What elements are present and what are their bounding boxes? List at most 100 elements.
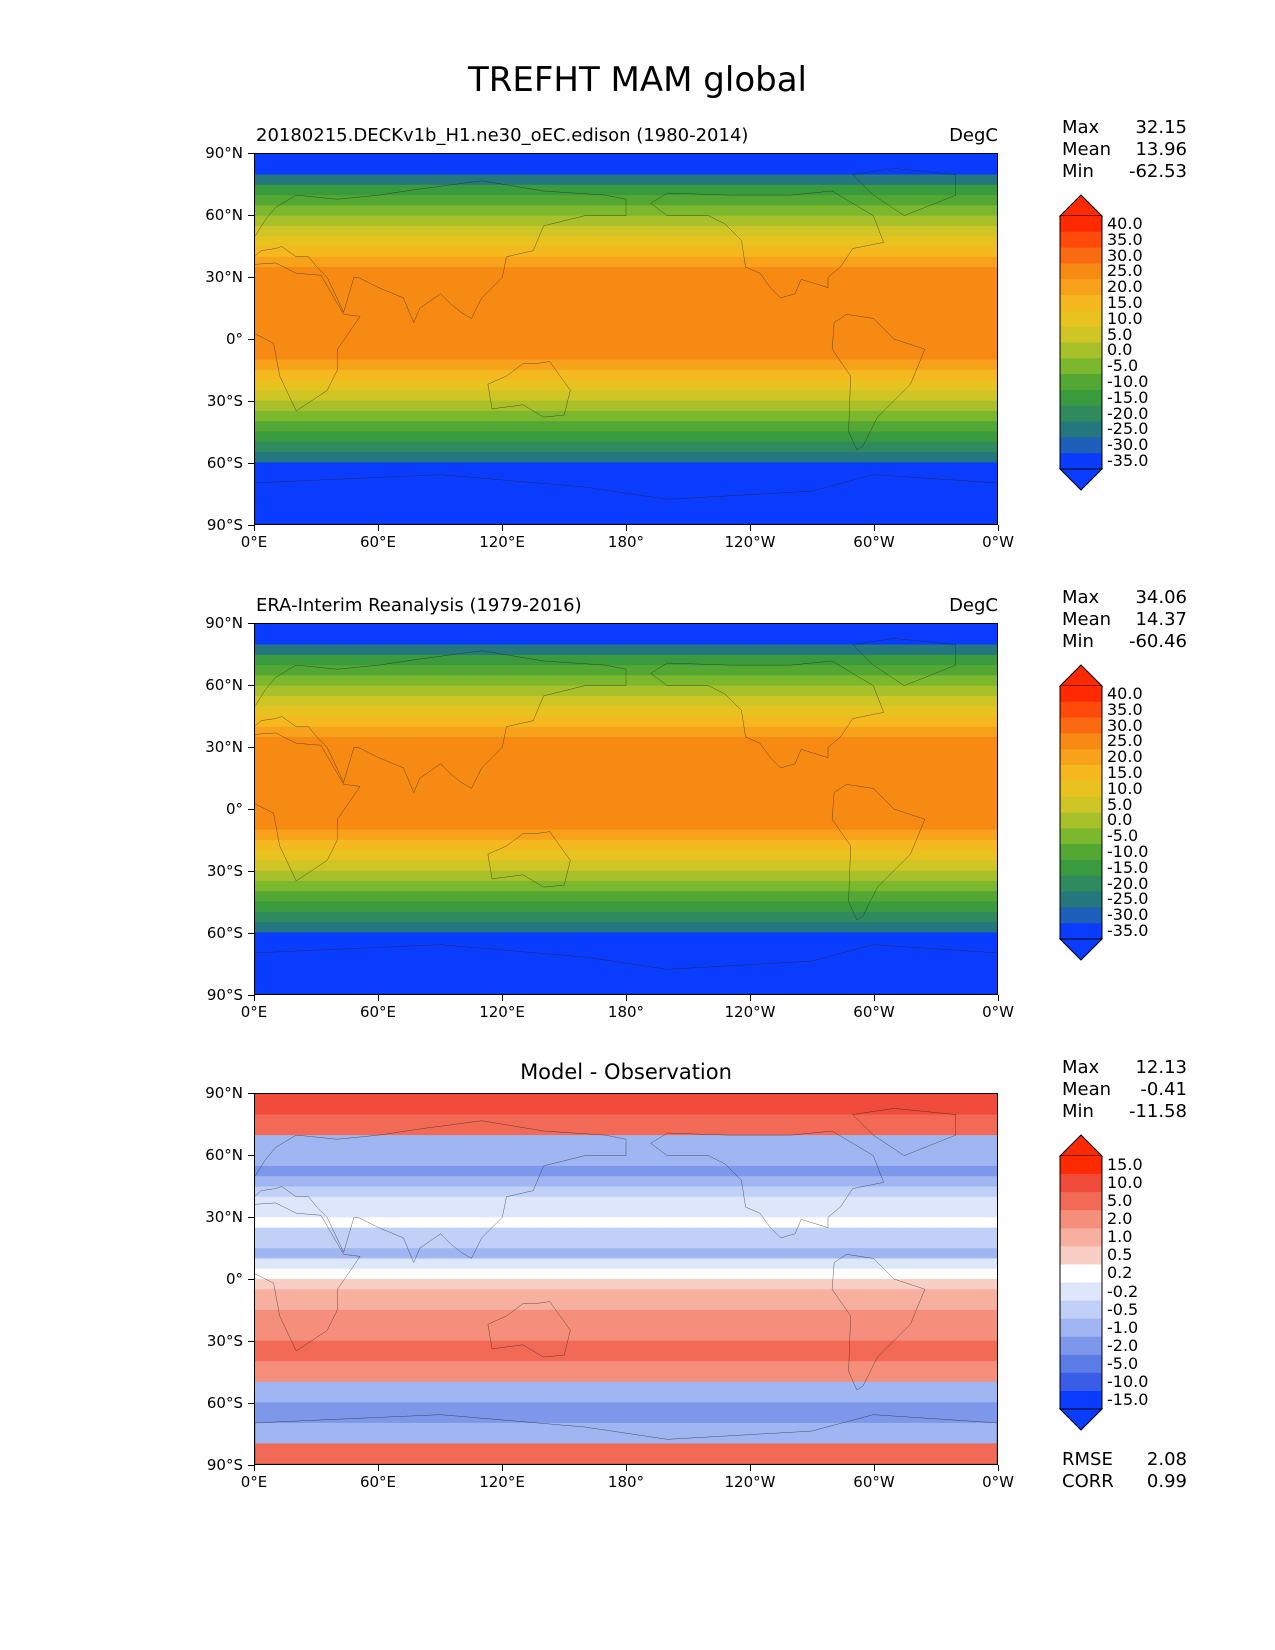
field-band xyxy=(255,1155,997,1167)
lat-tick-label: 90°N xyxy=(205,1084,243,1102)
colorbar-tick-label: -5.0 xyxy=(1107,1353,1139,1373)
colorbar-tick-label: 20.0 xyxy=(1107,277,1143,297)
stat-min-label: Min xyxy=(1062,161,1094,182)
colorbar-segment xyxy=(1060,247,1102,264)
field-band xyxy=(255,256,997,268)
map-panel xyxy=(254,623,998,995)
field-band xyxy=(255,798,997,810)
lon-tick-label: 60°E xyxy=(359,533,397,551)
stat-min-label: Min xyxy=(1062,631,1094,652)
lon-tick-label: 0°E xyxy=(240,1003,268,1021)
field-band xyxy=(255,952,997,964)
field-band xyxy=(255,369,997,381)
lat-tick xyxy=(248,870,254,872)
stat-max-label: Max xyxy=(1062,1057,1100,1078)
field-band xyxy=(255,870,997,882)
field-band xyxy=(255,246,997,258)
lon-tick-label: 60°W xyxy=(853,1003,895,1021)
lat-tick-label: 60°N xyxy=(205,676,243,694)
stat-mean-value: 14.37 xyxy=(1135,609,1187,630)
coastline xyxy=(832,1254,925,1390)
colorbar-tick-label: 15.0 xyxy=(1107,1155,1143,1175)
field-band xyxy=(255,308,997,320)
field-band xyxy=(255,767,997,779)
lat-tick xyxy=(248,152,254,154)
colorbar-tick-label: -30.0 xyxy=(1107,435,1149,455)
field-band xyxy=(255,1392,997,1403)
lat-tick-label: 60°S xyxy=(206,924,243,942)
colorbar-segment xyxy=(1060,389,1102,407)
field-band xyxy=(255,1371,997,1383)
colorbar-1 xyxy=(1058,664,1104,961)
stat-max-label: Max xyxy=(1062,117,1100,138)
lat-tick xyxy=(248,1092,254,1094)
lat-tick-label: 30°N xyxy=(205,268,243,286)
field-band xyxy=(255,1381,997,1393)
colorbar-segment xyxy=(1060,686,1102,703)
field-band xyxy=(255,819,997,831)
field-band xyxy=(255,716,997,728)
figure-title: TREFHT MAM global xyxy=(467,60,807,100)
field-band xyxy=(255,462,997,474)
field-band xyxy=(255,349,997,361)
field-band xyxy=(255,778,997,790)
map-field-2 xyxy=(255,1094,997,1464)
lat-tick xyxy=(248,808,254,810)
map-panel xyxy=(254,153,998,525)
units-label: DegC xyxy=(949,125,998,146)
colorbar-segment xyxy=(1060,1336,1102,1356)
colorbar-segment xyxy=(1060,1354,1102,1374)
field-band xyxy=(255,164,997,176)
coastline xyxy=(651,1131,884,1238)
panel-title: ERA-Interim Reanalysis (1979-2016) xyxy=(256,595,582,616)
colorbar-segment xyxy=(1060,231,1102,249)
lat-tick xyxy=(248,1464,254,1466)
colorbar-tick-label: -15.0 xyxy=(1107,1389,1149,1409)
colorbar-segment xyxy=(1060,1318,1102,1338)
lon-tick xyxy=(625,525,627,531)
colorbar-tick-label: 5.0 xyxy=(1107,324,1133,344)
lon-tick-label: 0°W xyxy=(982,533,1014,551)
colorbar-tick-label: 10.0 xyxy=(1107,308,1143,328)
field-band xyxy=(255,493,997,505)
field-band xyxy=(255,318,997,330)
lon-tick xyxy=(377,995,379,1001)
field-band xyxy=(255,911,997,923)
colorbar-tick-label: 20.0 xyxy=(1107,747,1143,767)
colorbar-bottom-extend xyxy=(1058,1408,1104,1431)
colorbar-segment xyxy=(1060,859,1102,877)
colorbar-tick-label: 5.0 xyxy=(1107,794,1133,814)
field-band xyxy=(255,932,997,944)
colorbar-tick-label: 35.0 xyxy=(1107,699,1143,719)
colorbar-tick-label: 0.0 xyxy=(1107,810,1133,830)
lon-tick xyxy=(997,995,999,1001)
field-band xyxy=(255,1227,997,1239)
field-band xyxy=(255,1340,997,1352)
colorbar-wrapper xyxy=(1058,1134,1104,1431)
field-band xyxy=(255,328,997,340)
field-band xyxy=(255,788,997,800)
lon-tick xyxy=(501,1465,503,1471)
colorbar-tick-label: 0.0 xyxy=(1107,340,1133,360)
field-band xyxy=(255,1309,997,1321)
units-label: DegC xyxy=(949,595,998,616)
field-band xyxy=(255,1289,997,1301)
colorbar-segment xyxy=(1060,279,1102,296)
field-band xyxy=(255,850,997,862)
coastline xyxy=(255,181,626,323)
field-band xyxy=(255,359,997,371)
field-band xyxy=(255,757,997,769)
lat-tick-label: 0° xyxy=(225,330,243,348)
field-band xyxy=(255,1196,997,1208)
colorbar-tick-label: -0.5 xyxy=(1107,1299,1139,1319)
colorbar-segment xyxy=(1060,326,1102,343)
colorbar-segment xyxy=(1060,701,1102,719)
field-band xyxy=(255,380,997,392)
lat-tick xyxy=(248,932,254,934)
colorbar-segment xyxy=(1060,717,1102,734)
field-band xyxy=(255,1114,997,1126)
field-band xyxy=(255,1433,997,1445)
colorbar-tick-label: -5.0 xyxy=(1107,826,1139,846)
field-band xyxy=(255,421,997,433)
map-field-0 xyxy=(255,154,997,524)
